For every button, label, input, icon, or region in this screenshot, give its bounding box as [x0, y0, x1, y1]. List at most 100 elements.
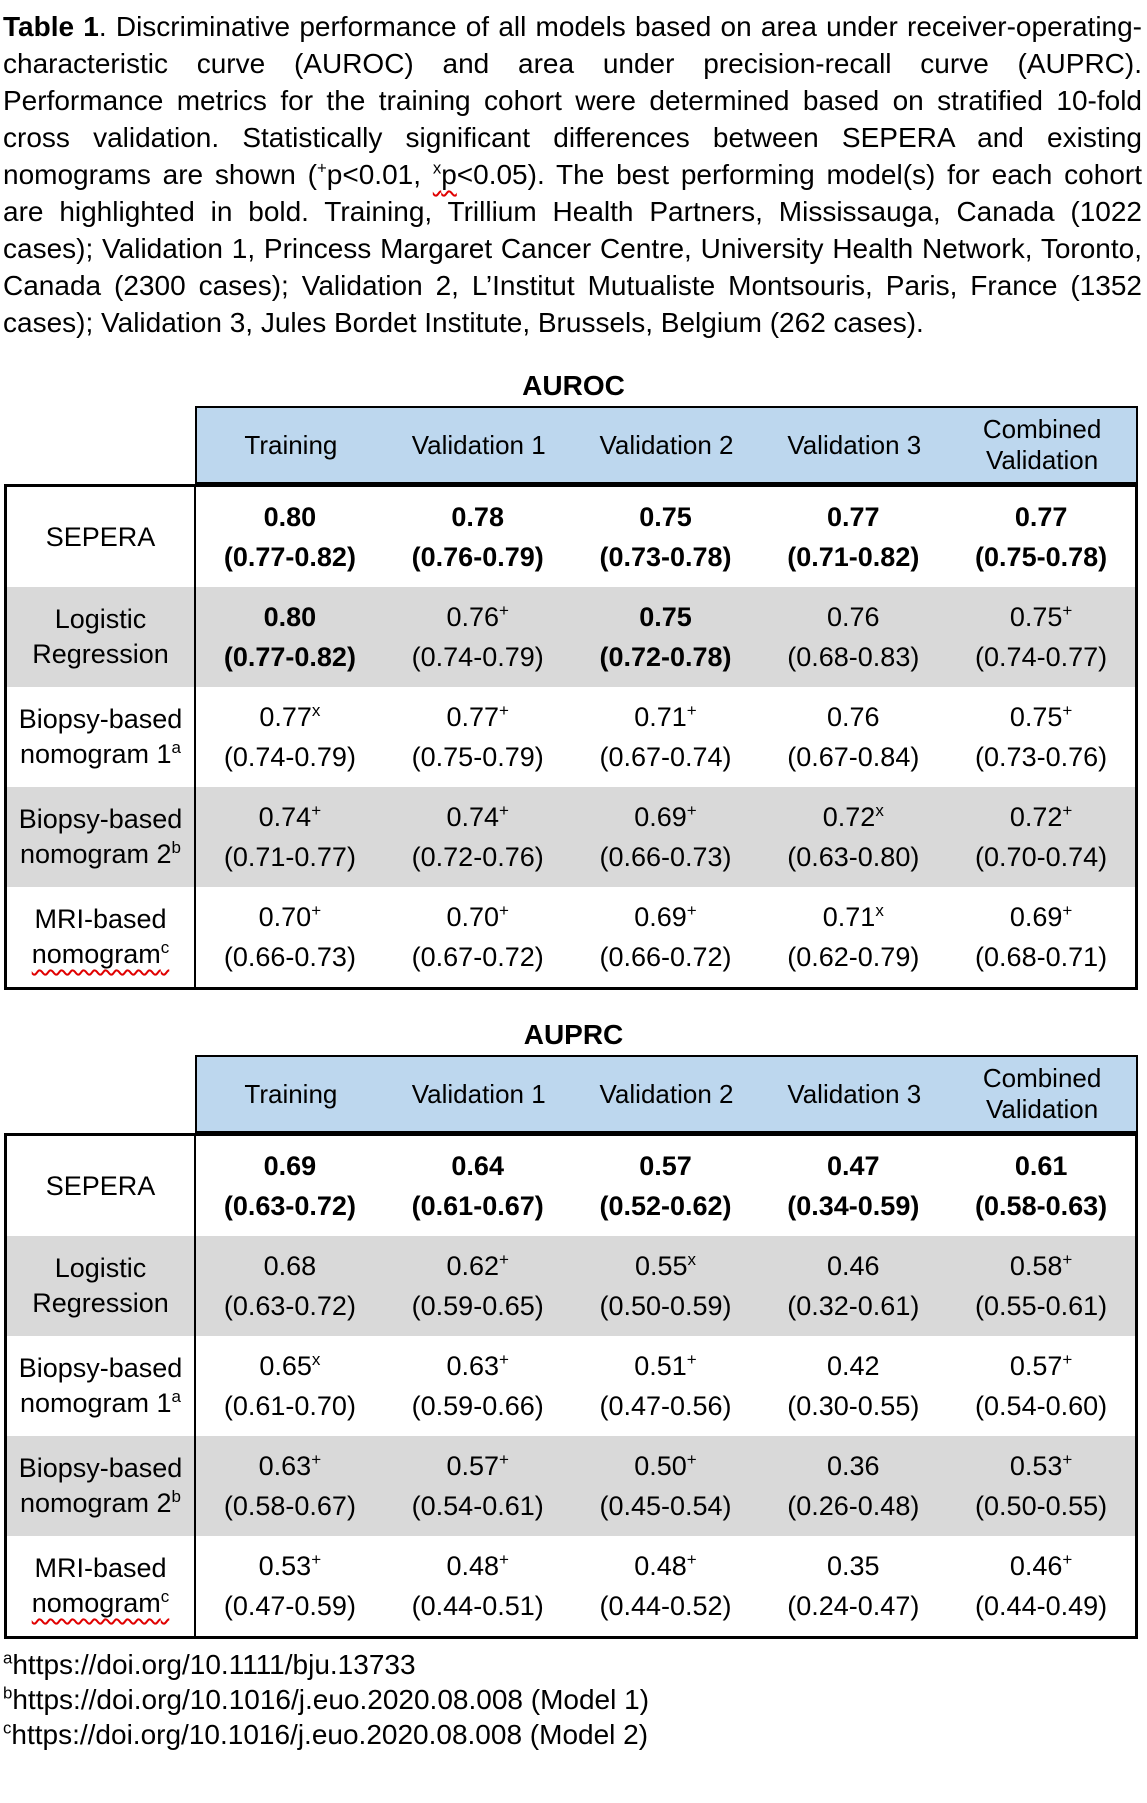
- footnote-marker: a: [171, 1387, 182, 1406]
- table-row: Logistic Regression 0.68 (0.63-0.72) 0.62+ (0…: [7, 1236, 1135, 1336]
- table-caption: Table 1. Discriminative performance of a…: [0, 0, 1147, 341]
- data-cell: 0.46 (0.32-0.61): [759, 1236, 947, 1336]
- significance-marker: +: [499, 801, 509, 820]
- spellcheck-flagged-text: xp: [432, 158, 457, 190]
- cell-value: 0.74: [446, 802, 499, 832]
- cell-value: 0.57: [446, 1451, 499, 1481]
- cell-value: 0.58: [1009, 1251, 1063, 1281]
- cell-ci: (0.61-0.70): [223, 1391, 356, 1421]
- cell-value: 0.50: [634, 1451, 687, 1481]
- cell-ci: (0.63-0.72): [223, 1291, 356, 1321]
- cell-value: 0.46: [827, 1251, 880, 1281]
- significance-marker: +: [499, 1250, 509, 1269]
- cell-value: 0.70: [258, 902, 312, 932]
- cell-ci: (0.55-0.61): [975, 1291, 1108, 1321]
- cell-value: 0.71: [822, 902, 876, 932]
- cell-value: 0.75: [639, 602, 692, 632]
- cell-value: 0.76: [446, 602, 499, 632]
- row-label-line: Biopsy-based: [18, 804, 183, 834]
- significance-marker: x: [311, 1350, 321, 1369]
- data-cell: 0.57+ (0.54-0.60): [947, 1336, 1135, 1436]
- cell-ci: (0.68-0.83): [787, 642, 920, 672]
- auroc-section: AUROC Training Validation 1 Validation 2…: [0, 371, 1147, 990]
- data-cell: 0.53+ (0.50-0.55): [947, 1436, 1135, 1536]
- cell-ci: (0.58-0.63): [975, 1191, 1108, 1221]
- cell-ci: (0.66-0.73): [599, 842, 732, 872]
- data-cell: 0.75+ (0.74-0.77): [947, 587, 1135, 687]
- row-label: MRI-based nomogramc: [7, 887, 196, 987]
- caption-text: p<0.01,: [326, 159, 433, 190]
- footnote-doi-text: https://doi.org/10.1016/j.euo.2020.08.00…: [12, 1684, 650, 1715]
- cell-value: 0.55: [634, 1251, 688, 1281]
- cell-value: 0.62: [446, 1251, 499, 1281]
- data-cell: 0.72x (0.63-0.80): [759, 787, 947, 887]
- data-cell: 0.78 (0.76-0.79): [384, 487, 572, 587]
- cell-ci: (0.77-0.82): [223, 542, 356, 572]
- cell-ci: (0.75-0.79): [411, 742, 544, 772]
- cell-value: 0.68: [263, 1251, 317, 1281]
- table-row: Logistic Regression 0.80 (0.77-0.82) 0.76+ (0…: [7, 587, 1135, 687]
- significance-marker: +: [499, 701, 509, 720]
- cell-ci: (0.32-0.61): [787, 1291, 920, 1321]
- significance-marker: +: [499, 1350, 509, 1369]
- significance-marker: +: [499, 1450, 509, 1469]
- footnotes: ahttps://doi.org/10.1111/bju.13733 bhttp…: [3, 1647, 1147, 1752]
- table-row: MRI-based nomogramc 0.53+ (0.47-0.59) 0.48+(…: [7, 1536, 1135, 1636]
- cell-value: 0.72: [1009, 802, 1063, 832]
- significance-marker: +: [311, 1450, 322, 1469]
- cell-ci: (0.67-0.84): [787, 742, 920, 772]
- significance-marker: +: [1062, 701, 1073, 720]
- significance-marker: +: [1062, 1450, 1073, 1469]
- significance-marker: x: [875, 901, 884, 920]
- row-label: Biopsy-based nomogram 2b: [7, 787, 196, 887]
- data-cell: 0.61 (0.58-0.63): [947, 1136, 1135, 1236]
- cell-value: 0.77: [1014, 502, 1068, 532]
- data-cell: 0.69 (0.63-0.72): [196, 1136, 384, 1236]
- table-body: SEPERA 0.80 (0.77-0.82) 0.78 (0.76-0.79) 0.75…: [4, 484, 1138, 990]
- data-cell: 0.47 (0.34-0.59): [759, 1136, 947, 1236]
- row-label: SEPERA: [7, 487, 196, 587]
- caption-text: <0.05). The best performing model(s) for…: [3, 159, 1142, 338]
- column-header: Validation 3: [787, 429, 922, 460]
- data-cell: 0.35 (0.24-0.47): [759, 1536, 947, 1636]
- row-label-line: MRI-based: [34, 1553, 167, 1583]
- row-label-line: nomogram 1a: [19, 738, 182, 769]
- data-cell: 0.77+ (0.75-0.79): [384, 687, 572, 787]
- column-header: Combined Validation: [982, 414, 1102, 475]
- significance-marker: +: [1062, 801, 1073, 820]
- cell-value: 0.36: [827, 1451, 880, 1481]
- column-header: Validation 2: [599, 1078, 734, 1109]
- table-body: SEPERA 0.69 (0.63-0.72) 0.64 (0.61-0.67) 0.57…: [4, 1133, 1138, 1639]
- cell-ci: (0.74-0.79): [223, 742, 356, 772]
- data-cell: 0.75+ (0.73-0.76): [947, 687, 1135, 787]
- significance-marker: +: [686, 1450, 697, 1469]
- cell-value: 0.69: [634, 902, 687, 932]
- cell-ci: (0.50-0.55): [975, 1491, 1108, 1521]
- data-cell: 0.70+ (0.66-0.73): [196, 887, 384, 987]
- cell-value: 0.61: [1014, 1151, 1068, 1181]
- cell-ci: (0.52-0.62): [599, 1191, 732, 1221]
- row-label: Biopsy-based nomogram 2b: [7, 1436, 196, 1536]
- significance-marker: x: [687, 1250, 697, 1269]
- significance-marker: +: [311, 1550, 322, 1569]
- cell-ci: (0.74-0.77): [975, 642, 1108, 672]
- data-cell: 0.53+ (0.47-0.59): [196, 1536, 384, 1636]
- cell-ci: (0.54-0.61): [411, 1491, 544, 1521]
- cell-value: 0.48: [634, 1551, 687, 1581]
- data-cell: 0.70+ (0.67-0.72): [384, 887, 572, 987]
- cell-value: 0.70: [446, 902, 499, 932]
- cell-ci: (0.44-0.52): [599, 1591, 732, 1621]
- cell-value: 0.75: [1009, 702, 1063, 732]
- significance-marker: +: [686, 1550, 697, 1569]
- cell-ci: (0.47-0.56): [599, 1391, 732, 1421]
- cell-ci: (0.74-0.79): [411, 642, 544, 672]
- column-header: Validation 3: [787, 1078, 922, 1109]
- data-cell: 0.69+ (0.66-0.72): [572, 887, 760, 987]
- cell-value: 0.63: [446, 1351, 499, 1381]
- column-header: Combined Validation: [982, 1063, 1102, 1124]
- row-label-line: Regression: [32, 639, 169, 669]
- data-cell: 0.58+ (0.55-0.61): [947, 1236, 1135, 1336]
- cell-ci: (0.54-0.60): [975, 1391, 1108, 1421]
- row-label-line: nomogramc: [31, 1587, 170, 1618]
- cell-ci: (0.67-0.74): [599, 742, 732, 772]
